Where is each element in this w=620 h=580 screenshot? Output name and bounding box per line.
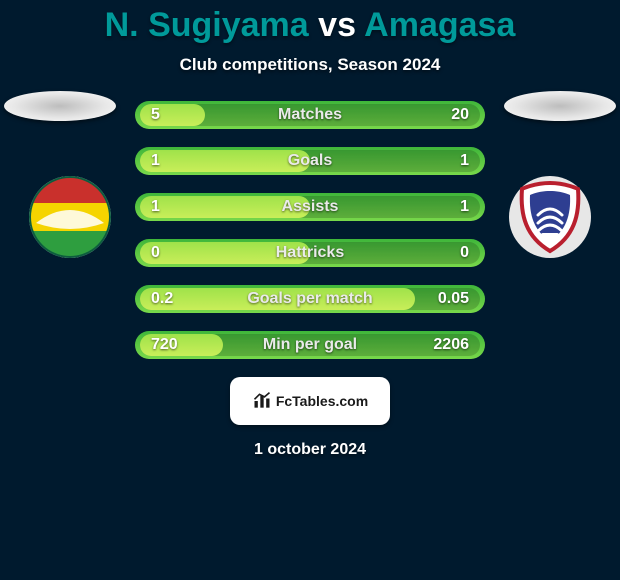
stat-name: Goals	[135, 152, 485, 170]
player-b-silhouette	[504, 91, 616, 121]
comparison-arena: 5Matches201Goals11Assists10Hattricks00.2…	[0, 101, 620, 459]
stat-name: Hattricks	[135, 244, 485, 262]
stat-name: Assists	[135, 198, 485, 216]
branding-text: FcTables.com	[276, 393, 368, 409]
branding-box: FcTables.com	[230, 377, 390, 425]
player-b-name: Amagasa	[364, 6, 515, 44]
stat-right-value: 2206	[433, 336, 469, 354]
stat-bar: 0.2Goals per match0.05	[135, 285, 485, 313]
date-text: 1 october 2024	[0, 441, 620, 459]
subtitle: Club competitions, Season 2024	[0, 55, 620, 75]
stat-bars: 5Matches201Goals11Assists10Hattricks00.2…	[135, 101, 485, 359]
player-a-silhouette	[4, 91, 116, 121]
team-badge-left	[28, 175, 112, 259]
stat-right-value: 1	[460, 152, 469, 170]
stat-name: Goals per match	[135, 290, 485, 308]
stat-right-value: 20	[451, 106, 469, 124]
team-badge-right	[508, 175, 592, 259]
vs-text: vs	[318, 6, 356, 44]
stat-bar: 1Assists1	[135, 193, 485, 221]
stat-right-value: 1	[460, 198, 469, 216]
stat-bar: 1Goals1	[135, 147, 485, 175]
bar-chart-icon	[252, 391, 272, 411]
header: N. Sugiyama vs Amagasa Club competitions…	[0, 0, 620, 75]
stat-right-value: 0.05	[438, 290, 469, 308]
stat-right-value: 0	[460, 244, 469, 262]
stat-bar: 5Matches20	[135, 101, 485, 129]
branding-logo: FcTables.com	[252, 391, 368, 411]
player-a-name: N. Sugiyama	[105, 6, 309, 44]
stat-bar: 0Hattricks0	[135, 239, 485, 267]
stat-bar: 720Min per goal2206	[135, 331, 485, 359]
page-title: N. Sugiyama vs Amagasa	[0, 6, 620, 45]
stat-name: Matches	[135, 106, 485, 124]
